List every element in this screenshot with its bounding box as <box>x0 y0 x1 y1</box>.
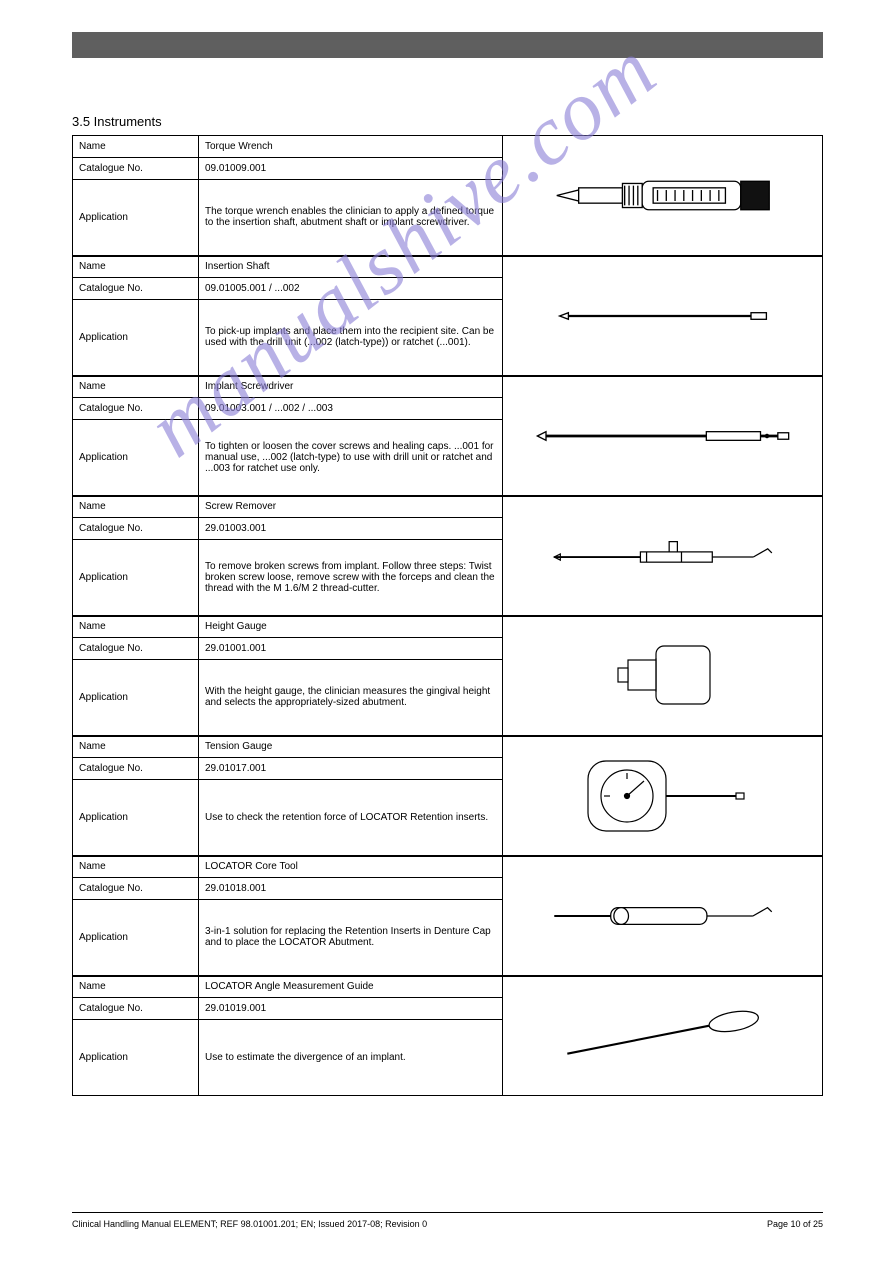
row-label: Application <box>73 420 199 496</box>
table-row: NameInsertion Shaft <box>73 256 823 278</box>
row-label: Application <box>73 660 199 736</box>
row-value: Screw Remover <box>199 496 503 518</box>
instrument-illustration <box>503 376 823 496</box>
row-label: Catalogue No. <box>73 638 199 660</box>
table-row: NameImplant Screwdriver <box>73 376 823 398</box>
row-value: LOCATOR Angle Measurement Guide <box>199 976 503 998</box>
row-value: Tension Gauge <box>199 736 503 758</box>
row-value: The torque wrench enables the clinician … <box>199 180 503 256</box>
row-label: Application <box>73 780 199 856</box>
row-label: Name <box>73 376 199 398</box>
instrument-illustration <box>503 616 823 736</box>
row-label: Name <box>73 736 199 758</box>
row-value: 29.01018.001 <box>199 878 503 900</box>
row-value: LOCATOR Core Tool <box>199 856 503 878</box>
section-title: 3.5 Instruments <box>72 114 823 129</box>
table-row: NameLOCATOR Angle Measurement Guide <box>73 976 823 998</box>
instrument-illustration <box>503 136 823 256</box>
row-value: 09.01009.001 <box>199 158 503 180</box>
row-label: Name <box>73 616 199 638</box>
row-value: To tighten or loosen the cover screws an… <box>199 420 503 496</box>
row-label: Name <box>73 136 199 158</box>
footer-left: Clinical Handling Manual ELEMENT; REF 98… <box>72 1219 427 1229</box>
footer: Clinical Handling Manual ELEMENT; REF 98… <box>72 1212 823 1229</box>
row-value: To remove broken screws from implant. Fo… <box>199 540 503 616</box>
row-value: Use to check the retention force of LOCA… <box>199 780 503 856</box>
row-label: Application <box>73 180 199 256</box>
instrument-illustration <box>503 976 823 1096</box>
row-value: 09.01005.001 / ...002 <box>199 278 503 300</box>
instrument-illustration <box>503 736 823 856</box>
table-row: NameScrew Remover <box>73 496 823 518</box>
instrument-illustration <box>503 256 823 376</box>
row-label: Catalogue No. <box>73 998 199 1020</box>
row-value: 29.01003.001 <box>199 518 503 540</box>
table-row: NameLOCATOR Core Tool <box>73 856 823 878</box>
row-label: Catalogue No. <box>73 758 199 780</box>
row-value: 29.01017.001 <box>199 758 503 780</box>
instruments-table: NameTorque Wrench Catalogue No.09.01009.… <box>72 135 823 1096</box>
instrument-illustration <box>503 856 823 976</box>
table-row: NameHeight Gauge <box>73 616 823 638</box>
row-value: 09.01003.001 / ...002 / ...003 <box>199 398 503 420</box>
row-label: Name <box>73 976 199 998</box>
row-value: 29.01001.001 <box>199 638 503 660</box>
row-value: Use to estimate the divergence of an imp… <box>199 1020 503 1096</box>
row-value: To pick-up implants and place them into … <box>199 300 503 376</box>
header-bar <box>72 32 823 58</box>
row-label: Catalogue No. <box>73 158 199 180</box>
row-label: Catalogue No. <box>73 278 199 300</box>
footer-right: Page 10 of 25 <box>767 1219 823 1229</box>
row-value: Height Gauge <box>199 616 503 638</box>
row-label: Application <box>73 540 199 616</box>
row-label: Catalogue No. <box>73 398 199 420</box>
row-label: Name <box>73 256 199 278</box>
row-value: Implant Screwdriver <box>199 376 503 398</box>
row-label: Name <box>73 856 199 878</box>
table-row: NameTension Gauge <box>73 736 823 758</box>
row-label: Application <box>73 900 199 976</box>
row-label: Name <box>73 496 199 518</box>
row-value: 29.01019.001 <box>199 998 503 1020</box>
row-value: 3-in-1 solution for replacing the Retent… <box>199 900 503 976</box>
row-value: Torque Wrench <box>199 136 503 158</box>
row-value: Insertion Shaft <box>199 256 503 278</box>
table-row: NameTorque Wrench <box>73 136 823 158</box>
row-label: Application <box>73 300 199 376</box>
row-value: With the height gauge, the clinician mea… <box>199 660 503 736</box>
row-label: Catalogue No. <box>73 878 199 900</box>
row-label: Application <box>73 1020 199 1096</box>
row-label: Catalogue No. <box>73 518 199 540</box>
instrument-illustration <box>503 496 823 616</box>
